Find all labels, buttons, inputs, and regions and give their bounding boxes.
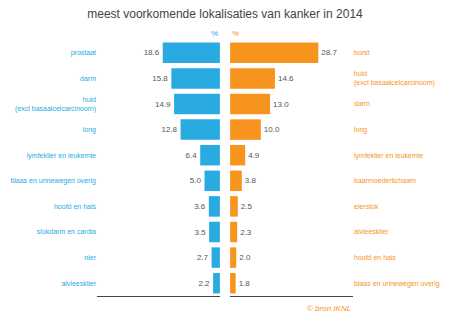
svg-text:3.8: 3.8 <box>245 176 257 185</box>
svg-text:huid(excl basaalcelcarcinoom): huid(excl basaalcelcarcinoom) <box>15 96 96 113</box>
svg-text:baarmoederlichaam: baarmoederlichaam <box>354 177 416 184</box>
svg-text:28.7: 28.7 <box>321 48 337 57</box>
svg-text:2.2: 2.2 <box>198 279 210 288</box>
svg-text:3.5: 3.5 <box>194 228 206 237</box>
svg-text:2.7: 2.7 <box>197 253 209 262</box>
svg-text:13.0: 13.0 <box>273 100 289 109</box>
svg-text:%: % <box>232 29 239 38</box>
svg-text:14.6: 14.6 <box>278 74 294 83</box>
svg-text:6.4: 6.4 <box>186 151 198 160</box>
svg-text:12.8: 12.8 <box>161 125 177 134</box>
svg-text:alvleesklier: alvleesklier <box>354 228 389 235</box>
svg-text:long: long <box>83 126 96 134</box>
svg-text:borst: borst <box>354 49 370 56</box>
svg-text:prostaat: prostaat <box>71 49 96 57</box>
svg-text:2.3: 2.3 <box>240 228 252 237</box>
svg-text:15.8: 15.8 <box>152 74 168 83</box>
svg-text:nier: nier <box>84 254 96 261</box>
svg-text:slokdarm en cardia: slokdarm en cardia <box>37 228 96 235</box>
svg-text:alvleesklier: alvleesklier <box>61 280 96 287</box>
svg-text:1.8: 1.8 <box>239 279 251 288</box>
svg-text:darm: darm <box>354 100 370 107</box>
svg-text:long: long <box>354 126 367 134</box>
svg-text:18.6: 18.6 <box>144 48 160 57</box>
svg-text:blaas en urinewegen overig: blaas en urinewegen overig <box>10 177 96 185</box>
svg-text:5.0: 5.0 <box>190 176 202 185</box>
svg-text:hoofd en hals: hoofd en hals <box>54 203 97 210</box>
svg-text:huid(excl basaalcelcarcinoom): huid(excl basaalcelcarcinoom) <box>354 70 435 87</box>
svg-text:2.0: 2.0 <box>239 253 251 262</box>
svg-text:meest voorkomende lokalisaties: meest voorkomende lokalisaties van kanke… <box>87 7 363 21</box>
svg-text:lymfeklier en leukemie: lymfeklier en leukemie <box>27 152 96 160</box>
svg-text:darm: darm <box>80 75 96 82</box>
svg-text:© bron IKNL: © bron IKNL <box>307 304 351 313</box>
svg-text:%: % <box>211 29 218 38</box>
svg-text:eierstok: eierstok <box>354 203 379 210</box>
svg-text:blaas en urinewegen overig: blaas en urinewegen overig <box>354 280 440 288</box>
svg-text:14.9: 14.9 <box>155 100 171 109</box>
svg-text:10.0: 10.0 <box>264 125 280 134</box>
svg-text:2.5: 2.5 <box>241 202 253 211</box>
svg-text:3.6: 3.6 <box>194 202 206 211</box>
svg-text:lymfeklier en leukemie: lymfeklier en leukemie <box>354 152 423 160</box>
svg-text:4.9: 4.9 <box>248 151 260 160</box>
svg-text:hoofd en hals: hoofd en hals <box>354 254 397 261</box>
